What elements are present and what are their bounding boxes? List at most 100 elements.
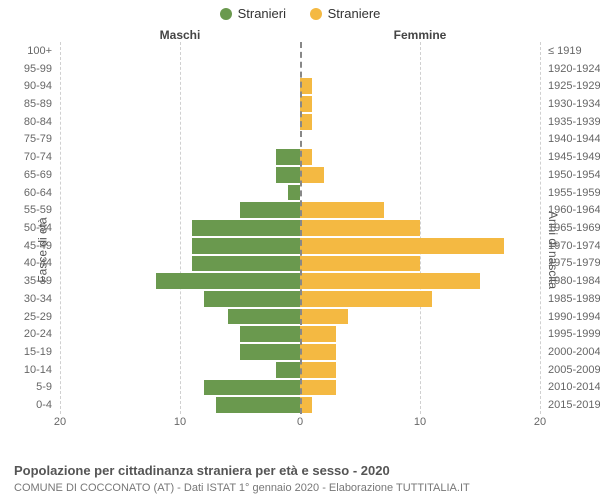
bar-female: [300, 291, 432, 307]
male-half: [60, 361, 300, 379]
birth-year-label: 1965-1969: [548, 222, 600, 234]
female-half: [300, 272, 540, 290]
bar-male: [276, 167, 300, 183]
birth-year-label: 2015-2019: [548, 399, 600, 411]
female-half: [300, 42, 540, 60]
population-pyramid-chart: Stranieri Straniere Fasce di età Anni di…: [0, 0, 600, 500]
female-half: [300, 325, 540, 343]
age-label: 10-14: [24, 364, 52, 376]
male-half: [60, 255, 300, 273]
plot-area: Maschi Femmine 201001020100+≤ 191995-991…: [60, 42, 540, 432]
female-half: [300, 290, 540, 308]
legend-item-male: Stranieri: [220, 6, 286, 21]
bar-female: [300, 326, 336, 342]
header-male: Maschi: [160, 28, 201, 42]
bar-female: [300, 309, 348, 325]
bar-male: [204, 291, 300, 307]
bar-male: [156, 273, 300, 289]
birth-year-label: 1950-1954: [548, 169, 600, 181]
bar-male: [192, 238, 300, 254]
age-label: 60-64: [24, 187, 52, 199]
bar-male: [192, 256, 300, 272]
age-label: 70-74: [24, 151, 52, 163]
male-half: [60, 95, 300, 113]
male-half: [60, 237, 300, 255]
legend-label-female: Straniere: [328, 6, 381, 21]
male-half: [60, 113, 300, 131]
female-half: [300, 60, 540, 78]
bar-male: [240, 202, 300, 218]
bar-male: [276, 149, 300, 165]
birth-year-label: 1955-1959: [548, 187, 600, 199]
male-half: [60, 272, 300, 290]
birth-year-label: 1980-1984: [548, 275, 600, 287]
bar-female: [300, 380, 336, 396]
female-half: [300, 77, 540, 95]
bar-male: [204, 380, 300, 396]
age-label: 35-39: [24, 275, 52, 287]
age-label: 90-94: [24, 80, 52, 92]
bar-female: [300, 220, 420, 236]
birth-year-label: 1995-1999: [548, 328, 600, 340]
bar-female: [300, 238, 504, 254]
birth-year-label: 1960-1964: [548, 204, 600, 216]
female-half: [300, 113, 540, 131]
birth-year-label: 1920-1924: [548, 63, 600, 75]
birth-year-label: 1925-1929: [548, 80, 600, 92]
birth-year-label: 1985-1989: [548, 293, 600, 305]
age-label: 25-29: [24, 311, 52, 323]
age-label: 20-24: [24, 328, 52, 340]
birth-year-label: 2000-2004: [548, 346, 600, 358]
female-half: [300, 131, 540, 149]
male-half: [60, 42, 300, 60]
age-label: 15-19: [24, 346, 52, 358]
bar-female: [300, 273, 480, 289]
legend-item-female: Straniere: [310, 6, 381, 21]
bar-female: [300, 362, 336, 378]
male-half: [60, 290, 300, 308]
female-half: [300, 95, 540, 113]
male-half: [60, 308, 300, 326]
chart-subcaption: COMUNE DI COCCONATO (AT) - Dati ISTAT 1°…: [14, 482, 470, 494]
age-label: 50-54: [24, 222, 52, 234]
birth-year-label: ≤ 1919: [548, 45, 582, 57]
bar-male: [192, 220, 300, 236]
male-half: [60, 184, 300, 202]
legend-label-male: Stranieri: [238, 6, 286, 21]
birth-year-label: 1945-1949: [548, 151, 600, 163]
bar-male: [276, 362, 300, 378]
birth-year-label: 1970-1974: [548, 240, 600, 252]
birth-year-label: 1935-1939: [548, 116, 600, 128]
female-half: [300, 361, 540, 379]
bar-male: [228, 309, 300, 325]
age-label: 65-69: [24, 169, 52, 181]
x-tick-label: 0: [297, 416, 303, 428]
female-half: [300, 184, 540, 202]
bar-male: [240, 344, 300, 360]
age-label: 5-9: [36, 381, 52, 393]
male-half: [60, 60, 300, 78]
bar-female: [300, 256, 420, 272]
x-tick-label: 20: [54, 416, 66, 428]
birth-year-label: 2010-2014: [548, 381, 600, 393]
bar-male: [216, 397, 300, 413]
age-label: 85-89: [24, 98, 52, 110]
bar-male: [240, 326, 300, 342]
male-half: [60, 379, 300, 397]
x-tick-label: 10: [174, 416, 186, 428]
female-half: [300, 148, 540, 166]
age-label: 30-34: [24, 293, 52, 305]
birth-year-label: 1940-1944: [548, 133, 600, 145]
chart-caption: Popolazione per cittadinanza straniera p…: [14, 463, 390, 478]
female-half: [300, 255, 540, 273]
male-half: [60, 219, 300, 237]
male-half: [60, 325, 300, 343]
male-half: [60, 396, 300, 414]
birth-year-label: 2005-2009: [548, 364, 600, 376]
female-half: [300, 308, 540, 326]
legend: Stranieri Straniere: [0, 6, 600, 23]
female-half: [300, 379, 540, 397]
female-half: [300, 396, 540, 414]
header-female: Femmine: [394, 28, 447, 42]
male-half: [60, 77, 300, 95]
